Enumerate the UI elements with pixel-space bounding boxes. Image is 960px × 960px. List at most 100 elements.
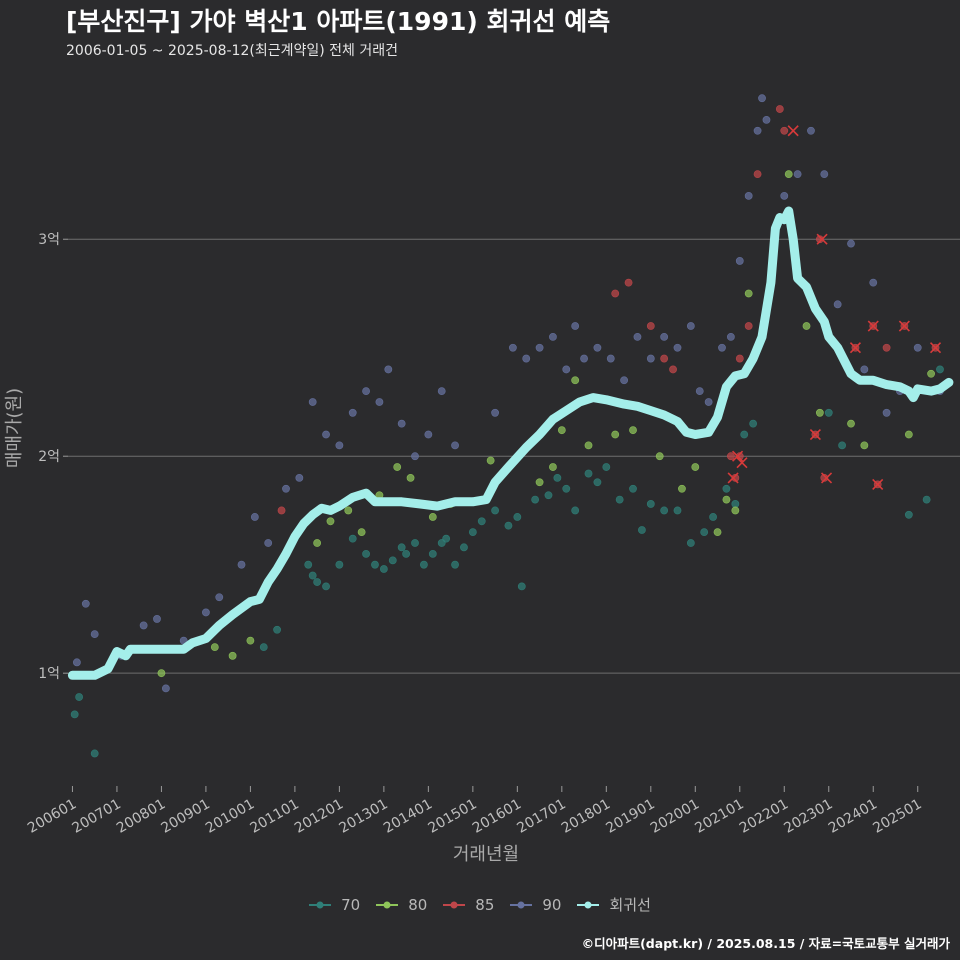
data-point-70 <box>553 474 562 482</box>
legend-item-80[interactable]: 80 <box>376 896 427 914</box>
trend-line-path <box>67 206 954 680</box>
data-point-80 <box>393 463 402 471</box>
data-point-90 <box>362 387 370 396</box>
legend-label-70: 70 <box>341 895 361 914</box>
data-point-70 <box>411 539 419 547</box>
data-point-80 <box>655 452 664 461</box>
data-point-70 <box>638 526 646 534</box>
data-point-70 <box>70 710 79 719</box>
data-point-90 <box>735 257 744 265</box>
data-point-70 <box>504 521 513 530</box>
data-point-70 <box>313 578 322 586</box>
data-point-70 <box>593 478 602 487</box>
data-point-70 <box>273 625 281 634</box>
data-point-70 <box>75 693 84 701</box>
data-point-85 <box>775 105 784 113</box>
data-point-90 <box>606 354 615 363</box>
data-point-80 <box>157 669 166 678</box>
cancelled-marker-stroke <box>736 457 748 469</box>
legend-key-80 <box>376 901 399 908</box>
data-point-70 <box>922 495 931 504</box>
data-point-90 <box>295 474 304 482</box>
data-point-80 <box>246 636 255 645</box>
data-point-80 <box>744 289 753 298</box>
data-point-90 <box>322 430 330 439</box>
trend-line <box>67 206 954 680</box>
data-point-90 <box>81 599 90 608</box>
x-tick-label: 200901 <box>159 796 213 837</box>
legend-label-90: 90 <box>542 895 562 914</box>
cancelled-marker <box>787 125 799 137</box>
data-point-70 <box>477 517 486 526</box>
data-point-90 <box>593 343 602 352</box>
data-point-85 <box>882 343 891 352</box>
x-tick-label: 201801 <box>559 796 613 837</box>
data-point-80 <box>611 430 620 439</box>
cancelled-marker-stroke <box>809 428 821 441</box>
data-point-80 <box>860 441 869 450</box>
data-point-90 <box>397 419 406 428</box>
data-point-90 <box>860 365 869 374</box>
data-point-70 <box>451 560 459 569</box>
y-axis-title: 매매가(원) <box>4 388 25 468</box>
data-point-90 <box>869 278 878 287</box>
x-tick-label: 200601 <box>25 796 79 837</box>
legend-label-80: 80 <box>408 895 428 914</box>
cancelled-marker-stroke <box>731 450 744 462</box>
legend-item-85[interactable]: 85 <box>443 896 494 914</box>
data-point-70 <box>602 463 611 471</box>
data-point-90 <box>522 354 531 363</box>
data-point-90 <box>384 365 393 374</box>
data-point-70 <box>904 510 913 519</box>
data-point-90 <box>820 170 829 179</box>
data-point-90 <box>72 658 81 667</box>
data-point-90 <box>726 332 735 341</box>
data-point-80 <box>535 478 544 487</box>
legend-item-trend[interactable]: 회귀선 <box>577 894 651 915</box>
data-point-80 <box>357 528 366 537</box>
legend-item-90[interactable]: 90 <box>510 896 561 914</box>
data-point-70 <box>420 560 428 569</box>
scatter-points <box>70 94 944 758</box>
legend-item-70[interactable]: 70 <box>309 896 360 914</box>
cancelled-marker <box>820 472 833 484</box>
data-point-70 <box>491 506 499 515</box>
cancelled-markers <box>727 125 942 490</box>
data-point-90 <box>762 116 771 124</box>
cancelled-marker-stroke <box>929 342 942 354</box>
data-point-80 <box>313 539 322 547</box>
data-point-80 <box>722 495 731 504</box>
data-point-70 <box>838 441 847 450</box>
x-tick-label: 202501 <box>870 796 924 837</box>
data-point-90 <box>411 452 419 461</box>
cancelled-marker-stroke <box>849 342 862 354</box>
cancelled-marker <box>809 428 821 441</box>
data-point-90 <box>646 354 655 363</box>
data-point-70 <box>629 484 637 493</box>
cancelled-marker <box>727 472 739 484</box>
data-point-85 <box>753 170 762 179</box>
x-tick-label: 202101 <box>692 796 746 837</box>
data-point-85 <box>611 289 620 298</box>
data-point-90 <box>264 539 273 547</box>
data-point-85 <box>277 506 286 515</box>
data-point-90 <box>847 239 855 248</box>
x-tick-label: 202301 <box>781 796 835 837</box>
data-point-80 <box>927 369 935 378</box>
data-point-90 <box>549 332 557 341</box>
cancelled-marker <box>867 320 879 332</box>
data-point-85 <box>624 278 633 287</box>
cancelled-marker-stroke <box>787 125 799 137</box>
data-point-90 <box>793 170 802 179</box>
data-point-70 <box>308 571 317 580</box>
data-point-70 <box>468 528 477 537</box>
data-point-70 <box>673 506 682 515</box>
data-point-80 <box>344 506 353 515</box>
data-point-90 <box>562 365 571 374</box>
data-point-70 <box>322 582 330 591</box>
data-point-70 <box>371 560 379 569</box>
data-point-80 <box>571 376 580 385</box>
data-point-90 <box>620 376 629 385</box>
legend-key-85 <box>443 901 466 908</box>
